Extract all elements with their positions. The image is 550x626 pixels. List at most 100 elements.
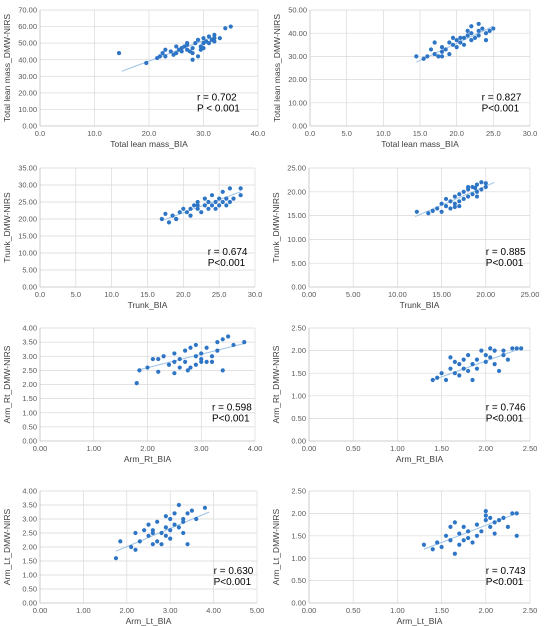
data-point [172, 351, 177, 356]
data-point [166, 220, 172, 225]
scatter-panel-5: 0.00 0.50 1.00 1.50 2.00 2.50 3.00 3.50 4.00 0.00… [2, 324, 262, 464]
data-point [159, 216, 164, 222]
data-point [447, 40, 452, 45]
trendline [414, 181, 495, 218]
data-point [448, 355, 453, 360]
data-point [488, 355, 493, 360]
y-tick-label: 2.50 [291, 324, 306, 333]
p-value-label: P < 0.001 [197, 103, 240, 114]
y-tick-label: 2.00 [291, 346, 306, 355]
data-point [168, 516, 173, 522]
r-value-label: r = 0.598 [212, 402, 252, 413]
y-tick-label: 20.00 [18, 215, 37, 224]
x-tick-label: 2.50 [523, 444, 538, 453]
x-tick-label: 30.0 [196, 129, 211, 138]
data-point [201, 46, 206, 51]
data-point [461, 538, 466, 543]
y-tick-label: 50.00 [18, 39, 37, 48]
y-tick-label: 20.00 [287, 187, 306, 196]
data-point [209, 359, 215, 364]
x-tick-label: 0.0 [305, 129, 315, 138]
data-point [457, 199, 462, 204]
data-point [168, 49, 173, 54]
scatter-panel-6: 0.00 0.50 1.00 1.50 2.00 2.50 0.00 0.50 1.00 1.50… [271, 324, 537, 464]
y-tick-label: 0.00 [22, 283, 37, 292]
y-tick-label: 4.00 [22, 487, 37, 496]
data-point [177, 356, 182, 362]
data-point [224, 196, 229, 201]
data-point [483, 184, 488, 190]
y-tick-label: 3.50 [22, 338, 37, 347]
data-point [461, 366, 466, 371]
data-point [483, 38, 489, 43]
data-point [213, 206, 218, 211]
r-value-label: r = 0.885 [486, 247, 526, 258]
x-tick-label: 15.0 [140, 290, 155, 299]
data-point [448, 199, 453, 204]
data-point [435, 206, 440, 211]
y-tick-label: 3.00 [22, 352, 37, 361]
y-tick-label: 2.50 [22, 529, 37, 538]
data-point [137, 539, 142, 544]
x-axis-label: Total lean mass_BIA [110, 139, 188, 149]
data-point [181, 206, 186, 211]
data-point [435, 375, 440, 380]
p-value-label: P<0.001 [212, 413, 250, 424]
x-axis-label: Arm_Rt_BIA [396, 454, 444, 464]
data-point [457, 373, 462, 378]
data-point [185, 511, 190, 516]
data-point [469, 38, 474, 43]
data-point [430, 208, 435, 213]
data-point [496, 368, 502, 374]
data-point [505, 524, 510, 529]
data-point [212, 39, 217, 44]
data-point [491, 26, 496, 31]
x-axis-label: Arm_Lt_BIA [397, 616, 443, 626]
data-point [156, 369, 161, 374]
data-point [452, 194, 457, 199]
data-point [191, 203, 197, 208]
data-point [220, 199, 225, 205]
data-point [190, 50, 195, 56]
data-point [185, 41, 190, 46]
data-point [465, 28, 470, 33]
x-tick-label: 3.00 [194, 444, 209, 453]
data-point [185, 368, 190, 373]
y-tick-label: 5.00 [22, 266, 37, 275]
data-point [150, 542, 155, 547]
y-tick-label: 1.00 [291, 554, 306, 563]
x-tick-label: 30.0 [523, 129, 538, 138]
data-point [150, 530, 155, 536]
data-point [452, 359, 457, 364]
data-point [492, 348, 497, 353]
p-value-label: P<0.001 [208, 258, 246, 269]
r-value-label: r = 0.702 [197, 92, 237, 103]
trendline [432, 347, 522, 381]
data-point [466, 529, 471, 534]
data-point [474, 533, 480, 538]
data-point [472, 35, 478, 40]
x-tick-label: 0.00 [33, 606, 48, 615]
data-point [443, 377, 449, 383]
x-tick-label: 1.00 [86, 444, 101, 453]
data-point [116, 50, 122, 56]
x-tick-label: 20.0 [176, 290, 191, 299]
data-point [193, 342, 198, 348]
x-tick-label: 20.0 [449, 129, 464, 138]
x-tick-label: 25.0 [212, 290, 227, 299]
data-point [176, 525, 181, 530]
data-point [204, 359, 209, 364]
data-point [231, 196, 236, 201]
p-value-label: P<0.001 [482, 103, 520, 114]
y-tick-label: 40.00 [18, 55, 37, 64]
y-tick-label: 0.00 [22, 437, 37, 446]
data-point [443, 203, 449, 209]
y-tick-label: 2.00 [22, 543, 37, 552]
data-point [452, 551, 457, 556]
trendline [121, 36, 215, 72]
x-tick-label: 2.00 [478, 606, 493, 615]
data-point [457, 531, 462, 536]
y-tick-label: 30.00 [18, 181, 37, 190]
data-point [443, 196, 449, 202]
